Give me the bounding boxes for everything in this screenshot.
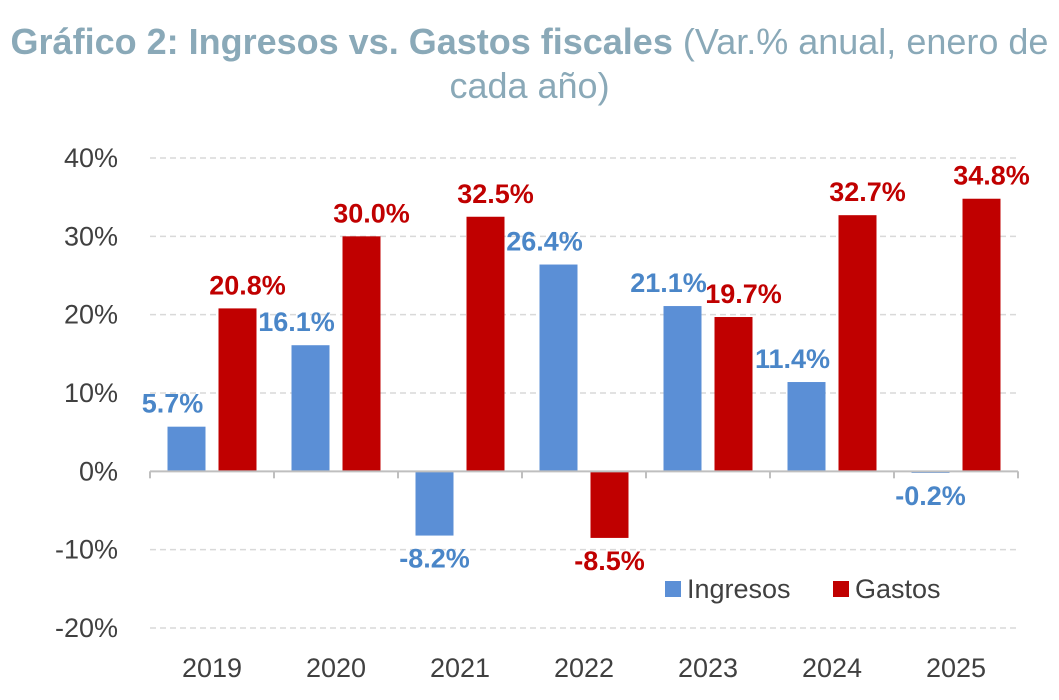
legend-label-ingresos: Ingresos xyxy=(687,574,791,604)
y-tick-label: 10% xyxy=(64,378,118,408)
gastos-data-label: 34.8% xyxy=(953,161,1030,191)
legend-swatch-ingresos xyxy=(665,581,681,597)
ingresos-bar xyxy=(167,426,206,472)
gastos-data-label: 20.8% xyxy=(209,270,286,300)
ingresos-data-label: 11.4% xyxy=(755,344,830,374)
data-labels: 5.7% 20.8% 16.1% 30.0% -8.2% 32.5% 26.4% -8.5% 2… xyxy=(142,161,1030,576)
axes: -20% -10% 0% 10% 20% 30% 40% 2019 2020 2021 2022 20… xyxy=(55,143,1019,683)
gastos-data-label: 32.5% xyxy=(457,179,534,209)
ingresos-bar xyxy=(291,345,330,472)
gastos-data-label: 30.0% xyxy=(333,198,410,228)
gastos-data-label: -8.5% xyxy=(574,546,645,576)
ingresos-data-label: 21.1% xyxy=(630,268,707,298)
ingresos-bar xyxy=(787,382,826,472)
ingresos-bar xyxy=(663,306,702,472)
gastos-bar xyxy=(714,317,753,472)
ingresos-bar xyxy=(415,471,454,536)
legend-swatch-gastos xyxy=(833,581,849,597)
ingresos-bar xyxy=(539,264,578,472)
x-tick-label: 2021 xyxy=(430,653,490,683)
y-tick-label: 30% xyxy=(64,221,118,251)
gastos-bar xyxy=(342,236,381,472)
y-tick-label: 20% xyxy=(64,300,118,330)
bars xyxy=(167,198,1001,538)
chart-title: Gráfico 2: Ingresos vs. Gastos fiscales … xyxy=(0,20,1059,108)
gastos-bar xyxy=(218,308,257,472)
x-tick-label: 2025 xyxy=(926,653,986,683)
y-tick-label: 40% xyxy=(64,143,118,173)
ingresos-data-label: 26.4% xyxy=(506,227,583,257)
y-tick-label: 0% xyxy=(79,456,118,486)
legend: Ingresos Gastos xyxy=(665,574,941,604)
x-tick-label: 2020 xyxy=(306,653,366,683)
chart-title-main: Gráfico 2: Ingresos vs. Gastos fiscales xyxy=(10,21,673,62)
ingresos-data-label: 16.1% xyxy=(258,307,335,337)
gastos-bar xyxy=(590,471,629,538)
y-tick-label: -10% xyxy=(55,535,118,565)
ingresos-data-label: 5.7% xyxy=(142,389,204,419)
ingresos-data-label: -8.2% xyxy=(399,544,470,574)
gastos-data-label: 32.7% xyxy=(829,177,906,207)
gastos-bar xyxy=(838,215,877,472)
gastos-data-label: 19.7% xyxy=(705,279,782,309)
x-tick-label: 2024 xyxy=(802,653,862,683)
x-tick-label: 2019 xyxy=(182,653,242,683)
chart-subtitle: (Var.% anual, enero de cada año) xyxy=(449,21,1049,106)
gastos-bar xyxy=(962,198,1001,472)
y-tick-label: -20% xyxy=(55,613,118,643)
gastos-bar xyxy=(466,216,505,472)
ingresos-data-label: -0.2% xyxy=(895,481,966,511)
legend-label-gastos: Gastos xyxy=(855,574,941,604)
x-tick-label: 2022 xyxy=(554,653,614,683)
x-tick-label: 2023 xyxy=(678,653,738,683)
